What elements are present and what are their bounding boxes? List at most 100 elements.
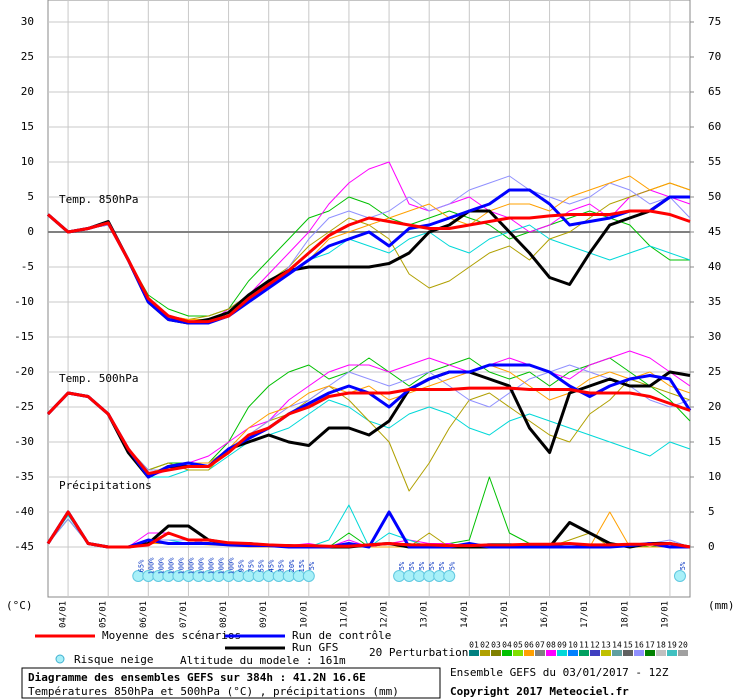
swatch xyxy=(557,650,567,656)
snow-marker xyxy=(393,570,406,582)
swatch xyxy=(469,650,479,656)
swatch xyxy=(601,650,611,656)
snow-label: 100% xyxy=(197,557,205,575)
y-tick-label: -15 xyxy=(14,330,34,343)
caption-box xyxy=(21,667,441,699)
swatch-label: 14 xyxy=(612,641,622,650)
swatch-label: 06 xyxy=(524,641,534,650)
lines xyxy=(46,161,692,549)
x-tick-label: 10/01 xyxy=(299,601,309,628)
x-tick-label: 06/01 xyxy=(139,601,149,628)
swatch xyxy=(513,650,523,656)
y2-tick-label: 60 xyxy=(708,120,721,133)
perturbation-label: 20 Perturbations xyxy=(369,646,475,659)
x-tick-label: 05/01 xyxy=(99,601,109,628)
x-tick-label: 04/01 xyxy=(59,601,69,628)
snow-label: 20% xyxy=(288,559,296,572)
snow-marker xyxy=(403,570,416,582)
snow-label: 5% xyxy=(418,561,426,570)
snow-label: 45% xyxy=(268,559,276,572)
x-tick-label: 09/01 xyxy=(259,601,269,628)
swatch xyxy=(535,650,545,656)
swatch-label: 20 xyxy=(678,641,688,650)
legend-label: Run GFS xyxy=(292,641,338,654)
swatch xyxy=(579,650,589,656)
snow-label: 55% xyxy=(258,559,266,572)
y-tick-label: 0 xyxy=(27,225,34,238)
y2-tick-label: 10 xyxy=(708,470,721,483)
y2-tick-label: 65 xyxy=(708,85,721,98)
x-tick-label: 07/01 xyxy=(179,601,189,628)
x-tick-label: 14/01 xyxy=(460,601,470,628)
snow-label: 100% xyxy=(157,557,165,575)
swatch xyxy=(612,650,622,656)
y-tick-label: -35 xyxy=(14,470,34,483)
panel-label: Temp. 500hPa xyxy=(59,372,138,385)
y2-tick-label: 0 xyxy=(708,540,715,553)
series-line xyxy=(47,378,691,492)
panel-label: Temp. 850hPa xyxy=(59,193,138,206)
snow-legend: Risque neige xyxy=(74,653,153,666)
snow-icon xyxy=(55,654,65,664)
y-tick-label: 25 xyxy=(21,50,34,63)
snow-label: 100% xyxy=(167,557,175,575)
swatch xyxy=(667,650,677,656)
caption-subtitle: Températures 850hPa et 500hPa (°C) , pré… xyxy=(28,685,399,698)
y2-tick-label: 40 xyxy=(708,260,721,273)
run-info: Ensemble GEFS du 03/01/2017 - 12Z xyxy=(450,666,669,679)
y-tick-label: -30 xyxy=(14,435,34,448)
panel-label: Précipitations xyxy=(59,479,152,492)
snow-marker xyxy=(423,570,436,582)
snow-label: 5% xyxy=(438,561,446,570)
swatch-label: 12 xyxy=(590,641,600,650)
y2-tick-label: 45 xyxy=(708,225,721,238)
x-tick-label: 08/01 xyxy=(219,601,229,628)
y2-unit: (mm) xyxy=(708,599,735,612)
swatch-label: 02 xyxy=(480,641,490,650)
x-tick-label: 12/01 xyxy=(380,601,390,628)
plot-frame xyxy=(47,0,691,598)
snow-label: 100% xyxy=(208,557,216,575)
snow-label: 100% xyxy=(187,557,195,575)
caption-title: Diagramme des ensembles GEFS sur 384h : … xyxy=(28,671,366,684)
swatch-label: 10 xyxy=(568,641,578,650)
series-line xyxy=(47,209,691,324)
snow-marker xyxy=(302,570,315,582)
snow-label: 5% xyxy=(679,561,687,570)
series-line xyxy=(46,386,691,475)
snow-label: 75% xyxy=(248,559,256,572)
snow-marker xyxy=(413,570,426,582)
y2-tick-label: 15 xyxy=(708,435,721,448)
swatch xyxy=(634,650,644,656)
swatch xyxy=(656,650,666,656)
grid xyxy=(48,0,690,597)
swatch xyxy=(502,650,512,656)
snow-label: 5% xyxy=(448,561,456,570)
swatch-label: 16 xyxy=(634,641,644,650)
y-tick-label: 10 xyxy=(21,155,34,168)
swatch-label: 13 xyxy=(601,641,611,650)
x-tick-label: 15/01 xyxy=(500,601,510,628)
legend-label: Moyenne des scénarios xyxy=(102,629,241,642)
snow-label: 35% xyxy=(278,559,286,572)
swatch-label: 17 xyxy=(645,641,655,650)
swatch-label: 18 xyxy=(656,641,666,650)
y-tick-label: 15 xyxy=(21,120,34,133)
snow-label: 5% xyxy=(408,561,416,570)
y-unit: (°C) xyxy=(6,599,33,612)
x-tick-label: 13/01 xyxy=(420,601,430,628)
snow-marker xyxy=(433,570,446,582)
y-tick-label: -40 xyxy=(14,505,34,518)
swatch-label: 09 xyxy=(557,641,567,650)
y-tick-label: -20 xyxy=(14,365,34,378)
swatch-label: 05 xyxy=(513,641,523,650)
y2-tick-label: 75 xyxy=(708,15,721,28)
y-tick-label: -45 xyxy=(14,540,34,553)
swatch-label: 04 xyxy=(502,641,512,650)
y2-tick-label: 30 xyxy=(708,330,721,343)
y-tick-label: -10 xyxy=(14,295,34,308)
snow-label: 5% xyxy=(308,561,316,570)
snow-marker xyxy=(443,570,456,582)
swatch xyxy=(491,650,501,656)
